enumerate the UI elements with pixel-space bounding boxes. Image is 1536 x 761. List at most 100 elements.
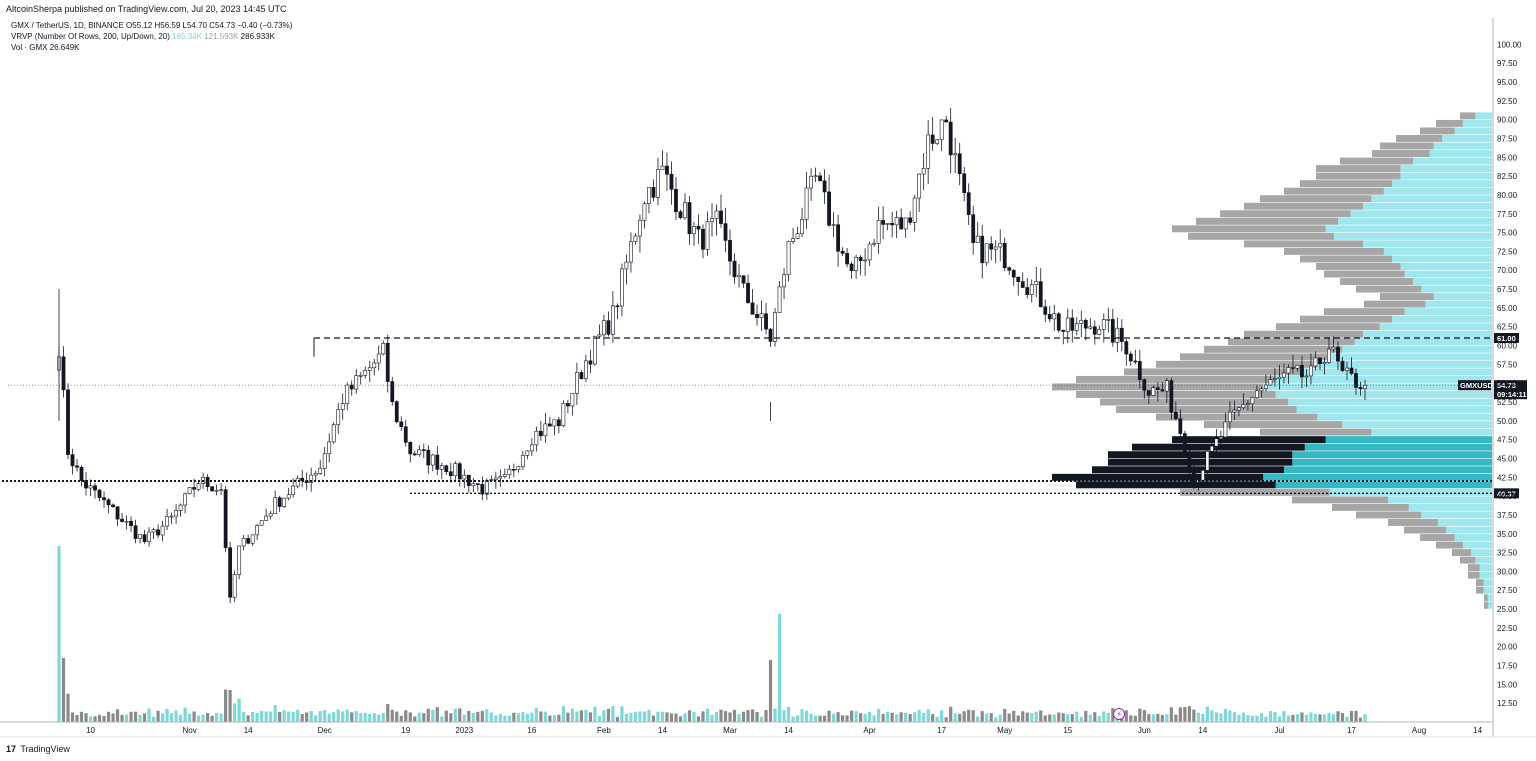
vp-row-down [1420, 127, 1455, 135]
volume-bar [728, 712, 732, 722]
vp-row-up [1263, 383, 1492, 391]
volume-bar [1255, 715, 1259, 722]
volume-bar [575, 711, 579, 722]
candle-body [1277, 376, 1282, 379]
volume-bar [1219, 713, 1223, 722]
volume-label[interactable]: Vol · GMX [11, 43, 48, 52]
candle-body [435, 454, 440, 470]
volume-bar [579, 710, 583, 722]
candle-body [286, 494, 291, 499]
candle-body [273, 497, 278, 515]
vp-row-up [1333, 232, 1492, 240]
candle-body [192, 487, 197, 490]
candle-body [169, 515, 174, 518]
candle-body [133, 525, 138, 539]
symbol-label[interactable]: GMX / TetherUS, 1D, BINANCE [11, 21, 124, 30]
volume-bar [417, 712, 421, 722]
vp-row-down [1356, 511, 1422, 519]
volume-bar [859, 713, 863, 722]
legend-vrvp-row[interactable]: VRVP (Number Of Rows, 200, Up/Down, 20) … [11, 31, 292, 42]
volume-bar [453, 708, 457, 722]
volume-bar [462, 714, 466, 722]
vrvp-label[interactable]: VRVP (Number Of Rows, 200, Up/Down, 20) [11, 32, 170, 41]
candle-body [849, 263, 854, 272]
candle-body [1101, 319, 1106, 330]
candle-body [687, 202, 692, 235]
volume-bar [201, 714, 205, 722]
volume-bar [1066, 714, 1070, 722]
volume-bar [444, 710, 448, 722]
candle-body [759, 313, 764, 319]
volume-bar [332, 712, 336, 722]
volume-bar [1106, 712, 1110, 722]
volume-bar [169, 713, 174, 722]
candle-body [1205, 450, 1210, 471]
volume-bar [1295, 714, 1300, 722]
candle-body [1227, 411, 1232, 423]
candle-body [480, 484, 485, 495]
volume-bar [377, 714, 381, 722]
candle-body [327, 441, 332, 455]
candle-body [408, 442, 413, 455]
axes[interactable]: 100.00 97.50 95.00 92.50 90.00 87.50 85.00 82.5… [0, 18, 1536, 738]
y-tick-label: 97.50 [1497, 59, 1518, 68]
y-tick-label: 70.00 [1497, 266, 1518, 275]
candle-body [336, 409, 341, 426]
volume-bar [206, 713, 210, 722]
candle-body [1151, 387, 1156, 396]
candle-body [1007, 267, 1012, 271]
volume-bar [314, 715, 318, 722]
volume-bar [1084, 710, 1088, 722]
vp-row-down [1244, 330, 1364, 338]
vp-row-up [1479, 564, 1492, 572]
legend-volume-row[interactable]: Vol · GMX 26.649K [11, 42, 292, 53]
volume-bar [705, 708, 710, 722]
candle-body [385, 342, 390, 382]
x-tick-label: 10 [86, 726, 95, 735]
volume-bar [1021, 711, 1025, 722]
candle-body [678, 211, 683, 219]
volume-bar [79, 711, 84, 722]
volume-bar [1003, 708, 1007, 722]
volume-bar [341, 711, 345, 722]
volume-bar [381, 713, 385, 722]
candle-body [561, 403, 566, 427]
candle-body [1178, 418, 1183, 434]
level-tag-label: 61.00 [1497, 334, 1516, 343]
volume-bar [467, 710, 471, 722]
candle-body [1182, 433, 1187, 453]
volume-bar [66, 693, 70, 722]
volume-bar [327, 713, 331, 722]
volume-bar [786, 706, 791, 722]
volume-bar [584, 709, 588, 722]
vp-row-down [1204, 421, 1343, 429]
volume-bar [1228, 710, 1232, 722]
volume-bar [539, 711, 543, 722]
tradingview-footer[interactable]: 17 TradingView [6, 744, 70, 754]
volume-bar [1034, 711, 1038, 722]
candle-body [1074, 323, 1079, 331]
vp-row-down [1172, 436, 1326, 444]
volume-bar [70, 712, 75, 722]
vp-row-up [1400, 165, 1492, 173]
vp-row-up [1338, 217, 1492, 225]
volume-bar [692, 711, 696, 722]
candle-body [309, 474, 314, 483]
y-tick-label: 57.50 [1497, 360, 1518, 369]
candle-body [935, 139, 940, 144]
legend-symbol-row[interactable]: GMX / TetherUS, 1D, BINANCE O55.12 H56.5… [11, 20, 292, 31]
volume-bar [133, 711, 138, 722]
candle-body [930, 134, 935, 144]
candle-body [872, 242, 877, 245]
volume-bar [1313, 713, 1318, 722]
candle-body [1214, 438, 1219, 447]
candle-body [732, 260, 737, 278]
x-tick-label: 14 [244, 726, 253, 735]
volume-bar [1097, 716, 1101, 722]
candle-body [1259, 388, 1264, 392]
volume-bar [845, 715, 849, 722]
candle-body [854, 256, 859, 272]
vp-row-down [1324, 308, 1405, 316]
vp-row-up [1363, 330, 1492, 338]
